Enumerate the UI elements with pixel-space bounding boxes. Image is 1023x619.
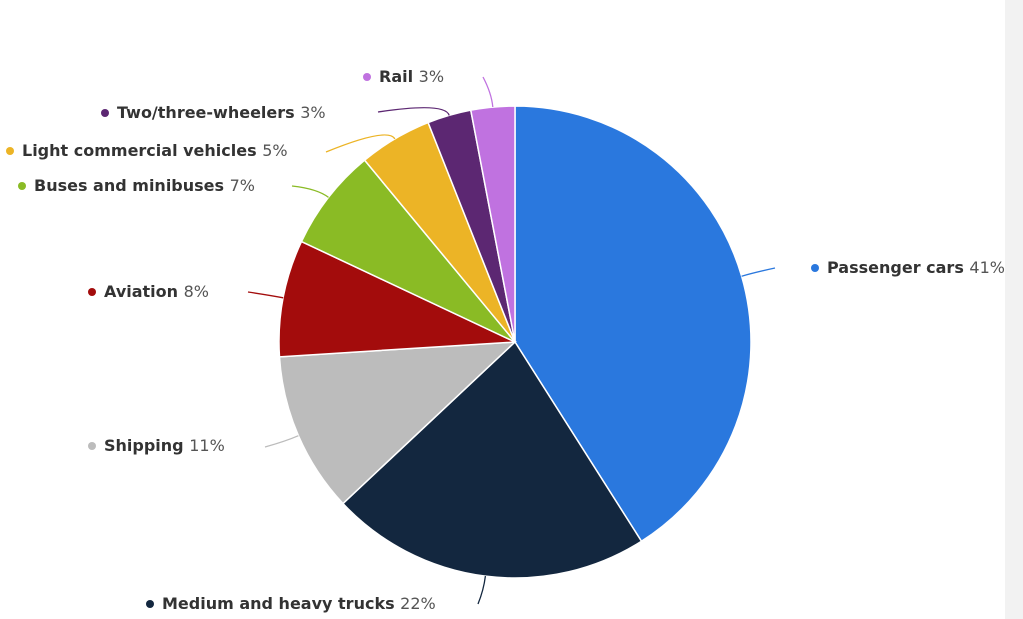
legend-bullet (146, 600, 154, 608)
data-label: Aviation 8% (104, 282, 209, 301)
connector-line (264, 435, 299, 448)
data-label-name: Aviation (104, 282, 184, 301)
connector-line (325, 134, 396, 153)
data-label-name: Rail (379, 67, 419, 86)
connector-line (247, 291, 284, 299)
data-label: Passenger cars 41% (827, 258, 1005, 277)
data-label: Light commercial vehicles 5% (22, 141, 288, 160)
data-label-value: 3% (300, 103, 325, 122)
data-label: Two/three-wheelers 3% (117, 103, 326, 122)
connector-line (377, 107, 450, 116)
data-label-name: Shipping (104, 436, 189, 455)
pie-slice-buses-and-minibuses[interactable] (300, 159, 516, 343)
legend-bullet (811, 264, 819, 272)
connector-line (477, 576, 487, 605)
connector-line (291, 185, 329, 198)
legend-bullet (363, 73, 371, 81)
right-edge-strip (1005, 0, 1023, 619)
data-label-name: Buses and minibuses (34, 176, 230, 195)
data-label-name: Light commercial vehicles (22, 141, 262, 160)
data-label-name: Two/three-wheelers (117, 103, 300, 122)
data-label-value: 41% (969, 258, 1005, 277)
legend-bullet (18, 182, 26, 190)
data-label-value: 8% (184, 282, 209, 301)
legend-bullet (101, 109, 109, 117)
data-label-value: 5% (262, 141, 287, 160)
legend-bullet (6, 147, 14, 155)
data-label-value: 22% (400, 594, 436, 613)
legend-bullet (88, 442, 96, 450)
connector-line (482, 76, 494, 108)
data-label: Medium and heavy trucks 22% (162, 594, 436, 613)
data-label: Buses and minibuses 7% (34, 176, 255, 195)
data-label-value: 7% (230, 176, 255, 195)
connector-line (741, 267, 776, 277)
data-label: Rail 3% (379, 67, 444, 86)
data-label: Shipping 11% (104, 436, 225, 455)
data-label-value: 11% (189, 436, 225, 455)
pie-slice-shipping[interactable] (278, 341, 518, 505)
data-label-name: Passenger cars (827, 258, 969, 277)
data-label-value: 3% (419, 67, 444, 86)
pie-slice-rail[interactable] (469, 105, 516, 343)
legend-bullet (88, 288, 96, 296)
data-label-name: Medium and heavy trucks (162, 594, 400, 613)
